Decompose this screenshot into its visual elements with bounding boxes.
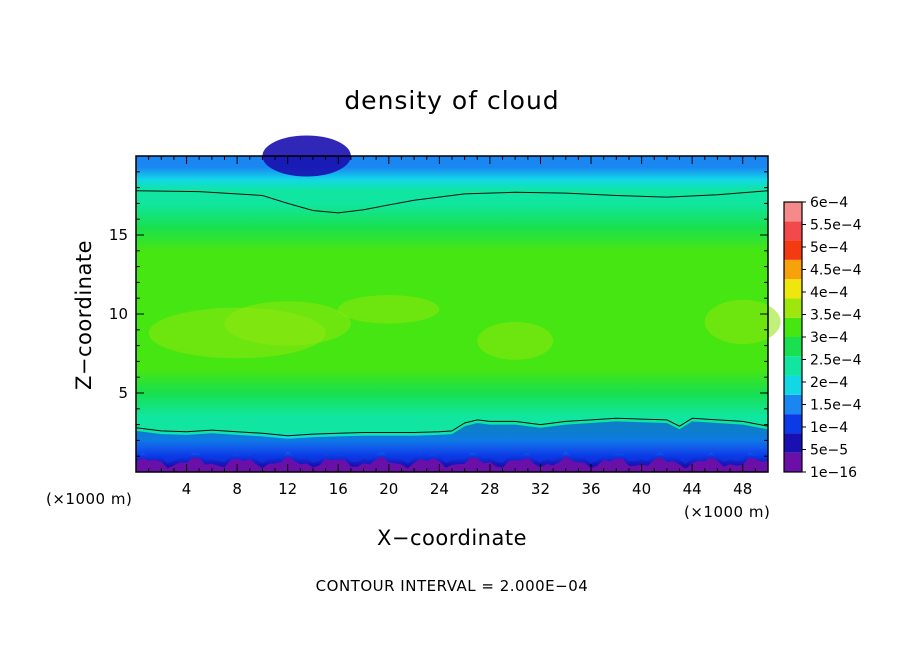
density-maximum (704, 299, 781, 345)
y-tick-label: 5 (118, 384, 128, 402)
colorbar-label: 1e−16 (810, 465, 857, 481)
x-unit-label-right: (×1000 m) (684, 503, 771, 521)
colorbar-swatch (784, 452, 802, 472)
colorbar-swatch (784, 240, 802, 260)
x-tick-label: 28 (480, 480, 499, 498)
x-tick-label: 36 (581, 480, 600, 498)
colorbar-swatch (784, 394, 802, 415)
density-field (136, 135, 781, 472)
colorbar-swatch (784, 337, 802, 357)
density-maximum (477, 321, 554, 360)
colorbar-swatch (784, 202, 802, 222)
x-tick-label: 4 (182, 480, 192, 498)
contour-line-2 (135, 417, 769, 437)
colorbar-label: 4.5e−4 (810, 263, 862, 279)
density-maximum (224, 301, 351, 346)
x-tick-label: 48 (733, 480, 752, 498)
colorbar-label: 1.5e−4 (810, 398, 862, 414)
x-tick-label: 8 (232, 480, 242, 498)
density-maximum (338, 295, 440, 324)
ground-layer (136, 456, 768, 472)
low-density-band (136, 421, 768, 465)
x-axis-label: X−coordinate (377, 526, 527, 550)
colorbar-label: 1e−4 (810, 420, 848, 436)
colorbar-label: 3e−4 (810, 330, 848, 346)
y-tick-label: 15 (109, 226, 128, 244)
x-tick-label: 32 (531, 480, 550, 498)
colorbar-swatch (784, 298, 802, 318)
colorbar-label: 2e−4 (810, 375, 848, 391)
y-tick-label: 10 (109, 305, 128, 323)
x-tick-label: 20 (379, 480, 398, 498)
contour-lines (135, 190, 769, 437)
colorbar-label: 2.5e−4 (810, 353, 862, 369)
colorbar-swatch (784, 433, 802, 453)
colorbar-label: 5e−5 (810, 443, 848, 459)
colorbar-label: 4e−4 (810, 285, 848, 301)
colorbar-swatch (784, 221, 802, 241)
x-unit-label-left: (×1000 m) (46, 490, 133, 508)
colorbar-swatch (784, 414, 802, 434)
colorbar-swatch (784, 279, 802, 299)
colorbar-swatch (784, 317, 802, 337)
x-tick-label: 24 (430, 480, 449, 498)
colorbar-swatch (784, 356, 802, 376)
x-tick-label: 16 (329, 480, 348, 498)
colorbar-label: 3.5e−4 (810, 308, 862, 324)
x-tick-label: 12 (278, 480, 297, 498)
colorbar-label: 5.5e−4 (810, 218, 862, 234)
x-tick-label: 40 (632, 480, 651, 498)
chart-title: density of cloud (344, 86, 560, 115)
colorbar-swatch (784, 259, 802, 280)
colorbar-label: 6e−4 (810, 195, 848, 211)
x-tick-label: 44 (683, 480, 702, 498)
contour-interval-note: CONTOUR INTERVAL = 2.000E−04 (315, 577, 589, 595)
colorbar-label: 5e−4 (810, 240, 848, 256)
colorbar-swatch (784, 375, 802, 395)
colorbar: 1e−16 5e−5 1e−4 1.5e−4 2e−4 2.5e−4 3e−4 3.5e−4 4… (783, 195, 862, 481)
contour-line-1 (135, 190, 769, 214)
